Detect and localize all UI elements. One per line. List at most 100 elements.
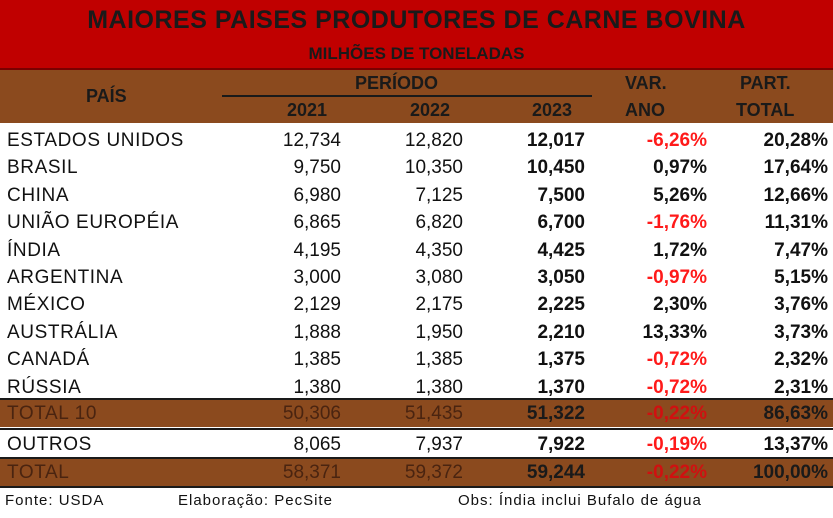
cell-part: 5,15% [774, 267, 828, 288]
period-underline [222, 95, 592, 97]
cell-2022: 12,820 [404, 130, 463, 151]
cell-part: 3,73% [774, 322, 828, 343]
header-2022: 2022 [410, 100, 451, 120]
row-separator [0, 457, 833, 459]
cell-country: TOTAL [7, 462, 70, 483]
cell-var: 0,97% [653, 157, 707, 178]
cell-2021: 6,980 [293, 185, 341, 206]
cell-2021: 9,750 [293, 157, 341, 178]
table-header: PAÍS PERÍODO 2021 2022 2023 VAR. ANO PAR… [0, 70, 833, 123]
cell-2023: 1,375 [537, 349, 585, 370]
cell-2022: 3,080 [415, 267, 463, 288]
footer-source: Fonte: USDA [5, 492, 105, 509]
cell-2022: 1,950 [415, 322, 463, 343]
cell-2023: 7,500 [537, 185, 585, 206]
cell-country: BRASIL [7, 157, 79, 178]
cell-var: -1,76% [646, 212, 707, 233]
cell-country: UNIÃO EUROPÉIA [7, 212, 180, 233]
cell-2023: 4,425 [537, 240, 585, 261]
cell-2023: 59,244 [526, 462, 585, 483]
header-2023: 2023 [532, 100, 573, 120]
cell-2022: 1,380 [415, 377, 463, 398]
cell-country: RÚSSIA [7, 377, 82, 398]
total-row: TOTAL 58,371 59,372 59,244 -0,22% 100,00% [0, 459, 833, 486]
cell-2022: 1,385 [415, 349, 463, 370]
cell-country: AUSTRÁLIA [7, 322, 118, 343]
header-country: PAÍS [86, 86, 127, 106]
table-row: ESTADOS UNIDOS 12,734 12,820 12,017 -6,26% 20… [0, 127, 833, 154]
cell-2021: 8,065 [293, 434, 341, 455]
cell-2022: 59,372 [404, 462, 463, 483]
table-row: UNIÃO EUROPÉIA 6,865 6,820 6,700 -1,76% 11,31… [0, 209, 833, 236]
table-title-banner: MAIORES PAISES PRODUTORES DE CARNE BOVIN… [0, 0, 833, 70]
cell-2023: 2,210 [537, 322, 585, 343]
cell-2023: 10,450 [526, 157, 585, 178]
cell-2021: 58,371 [282, 462, 341, 483]
footer-note: Obs: Índia inclui Bufalo de água [458, 492, 702, 509]
others-row: OUTROS 8,065 7,937 7,922 -0,19% 13,37% [0, 431, 833, 458]
cell-country: ÍNDIA [7, 240, 61, 261]
total10-row: TOTAL 10 50,306 51,435 51,322 -0,22% 86,63% [0, 400, 833, 427]
cell-2022: 10,350 [404, 157, 463, 178]
cell-part: 3,76% [774, 294, 828, 315]
table-title: MAIORES PAISES PRODUTORES DE CARNE BOVIN… [87, 6, 746, 34]
cell-2022: 7,937 [415, 434, 463, 455]
table-subtitle: MILHÕES DE TONELADAS [308, 44, 525, 63]
table-row: ÍNDIA 4,195 4,350 4,425 1,72% 7,47% [0, 237, 833, 264]
cell-var: 2,30% [653, 294, 707, 315]
cell-2022: 51,435 [404, 403, 463, 424]
header-period: PERÍODO [355, 73, 439, 93]
cell-country: MÉXICO [7, 294, 86, 315]
row-separator [0, 398, 833, 400]
header-part-top: PART. [740, 73, 791, 93]
cell-country: CHINA [7, 185, 70, 206]
table-row: MÉXICO 2,129 2,175 2,225 2,30% 3,76% [0, 291, 833, 318]
table-row: AUSTRÁLIA 1,888 1,950 2,210 13,33% 3,73% [0, 319, 833, 346]
cell-2023: 51,322 [526, 403, 585, 424]
cell-var: -6,26% [646, 130, 707, 151]
cell-2021: 1,888 [293, 322, 341, 343]
cell-country: TOTAL 10 [7, 403, 97, 424]
cell-2023: 6,700 [537, 212, 585, 233]
cell-2021: 3,000 [293, 267, 341, 288]
cell-var: 1,72% [653, 240, 707, 261]
cell-var: -0,22% [646, 403, 707, 424]
cell-var: 13,33% [642, 322, 707, 343]
cell-2023: 3,050 [537, 267, 585, 288]
cell-var: -0,22% [646, 462, 707, 483]
cell-var: -0,72% [646, 377, 707, 398]
cell-2022: 4,350 [415, 240, 463, 261]
cell-country: ARGENTINA [7, 267, 124, 288]
cell-part: 7,47% [774, 240, 828, 261]
cell-2021: 2,129 [293, 294, 341, 315]
cell-part: 17,64% [763, 157, 828, 178]
cell-2023: 1,370 [537, 377, 585, 398]
cell-2021: 6,865 [293, 212, 341, 233]
cell-var: -0,97% [646, 267, 707, 288]
cell-country: ESTADOS UNIDOS [7, 130, 184, 151]
cell-2022: 2,175 [415, 294, 463, 315]
cell-part: 20,28% [763, 130, 828, 151]
table-row: CANADÁ 1,385 1,385 1,375 -0,72% 2,32% [0, 346, 833, 373]
cell-country: CANADÁ [7, 349, 90, 370]
cell-2021: 50,306 [282, 403, 341, 424]
cell-var: 5,26% [653, 185, 707, 206]
header-var-bottom: ANO [625, 100, 665, 120]
cell-2023: 2,225 [537, 294, 585, 315]
table-row: BRASIL 9,750 10,350 10,450 0,97% 17,64% [0, 154, 833, 181]
cell-part: 100,00% [752, 462, 828, 483]
cell-part: 2,31% [774, 377, 828, 398]
header-2021: 2021 [287, 100, 328, 120]
cell-2021: 4,195 [293, 240, 341, 261]
header-var-top: VAR. [625, 73, 667, 93]
table-row: ARGENTINA 3,000 3,080 3,050 -0,97% 5,15% [0, 264, 833, 291]
cell-2021: 1,380 [293, 377, 341, 398]
cell-2022: 6,820 [415, 212, 463, 233]
cell-2021: 12,734 [282, 130, 341, 151]
cell-var: -0,19% [646, 434, 707, 455]
cell-2023: 12,017 [526, 130, 585, 151]
cell-part: 2,32% [774, 349, 828, 370]
row-separator [0, 428, 833, 430]
row-separator [0, 486, 833, 488]
cell-part: 12,66% [763, 185, 828, 206]
